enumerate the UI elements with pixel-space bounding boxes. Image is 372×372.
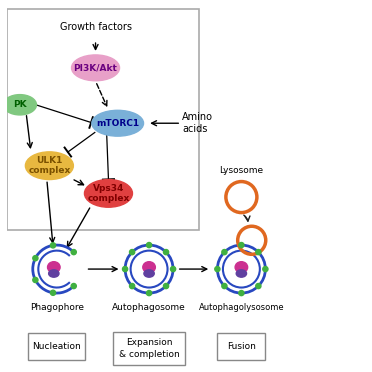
Circle shape (222, 250, 227, 255)
Circle shape (147, 291, 152, 296)
Text: ULK1
complex: ULK1 complex (28, 156, 71, 175)
Ellipse shape (48, 262, 60, 273)
Circle shape (129, 283, 135, 289)
Text: Autophagosome: Autophagosome (112, 303, 186, 312)
Circle shape (147, 243, 152, 248)
Circle shape (263, 266, 268, 272)
Ellipse shape (49, 270, 59, 277)
Circle shape (256, 250, 261, 255)
Ellipse shape (71, 55, 119, 81)
Circle shape (122, 266, 128, 272)
Circle shape (256, 283, 261, 289)
Text: Expansion
& completion: Expansion & completion (119, 339, 179, 359)
Text: Amino
acids: Amino acids (182, 112, 213, 134)
Ellipse shape (235, 262, 248, 273)
Text: Nucleation: Nucleation (32, 342, 81, 351)
Text: Lysosome: Lysosome (219, 166, 263, 175)
Text: Vps34
complex: Vps34 complex (87, 184, 129, 203)
Circle shape (129, 250, 135, 255)
Circle shape (170, 266, 176, 272)
FancyBboxPatch shape (217, 333, 265, 360)
Circle shape (163, 250, 169, 255)
Text: PK: PK (13, 100, 27, 109)
Ellipse shape (92, 110, 144, 136)
Ellipse shape (84, 180, 132, 207)
Text: Autophagolysosome: Autophagolysosome (199, 303, 284, 312)
Circle shape (239, 243, 244, 248)
Ellipse shape (143, 262, 155, 273)
Circle shape (239, 291, 244, 296)
FancyBboxPatch shape (28, 333, 86, 360)
Circle shape (163, 283, 169, 289)
Ellipse shape (3, 94, 36, 115)
Circle shape (51, 290, 55, 295)
Circle shape (51, 243, 55, 248)
Circle shape (33, 278, 38, 283)
Text: PI3K/Akt: PI3K/Akt (74, 63, 118, 72)
Circle shape (33, 256, 38, 261)
Ellipse shape (25, 152, 73, 180)
Text: mTORC1: mTORC1 (96, 119, 139, 128)
Circle shape (71, 283, 76, 289)
Circle shape (222, 283, 227, 289)
Circle shape (71, 250, 76, 255)
Text: Fusion: Fusion (227, 342, 256, 351)
Ellipse shape (144, 270, 154, 277)
FancyBboxPatch shape (113, 332, 185, 365)
Text: Phagophore: Phagophore (30, 303, 84, 312)
Ellipse shape (236, 270, 247, 277)
Text: Growth factors: Growth factors (60, 22, 132, 32)
Circle shape (215, 266, 220, 272)
